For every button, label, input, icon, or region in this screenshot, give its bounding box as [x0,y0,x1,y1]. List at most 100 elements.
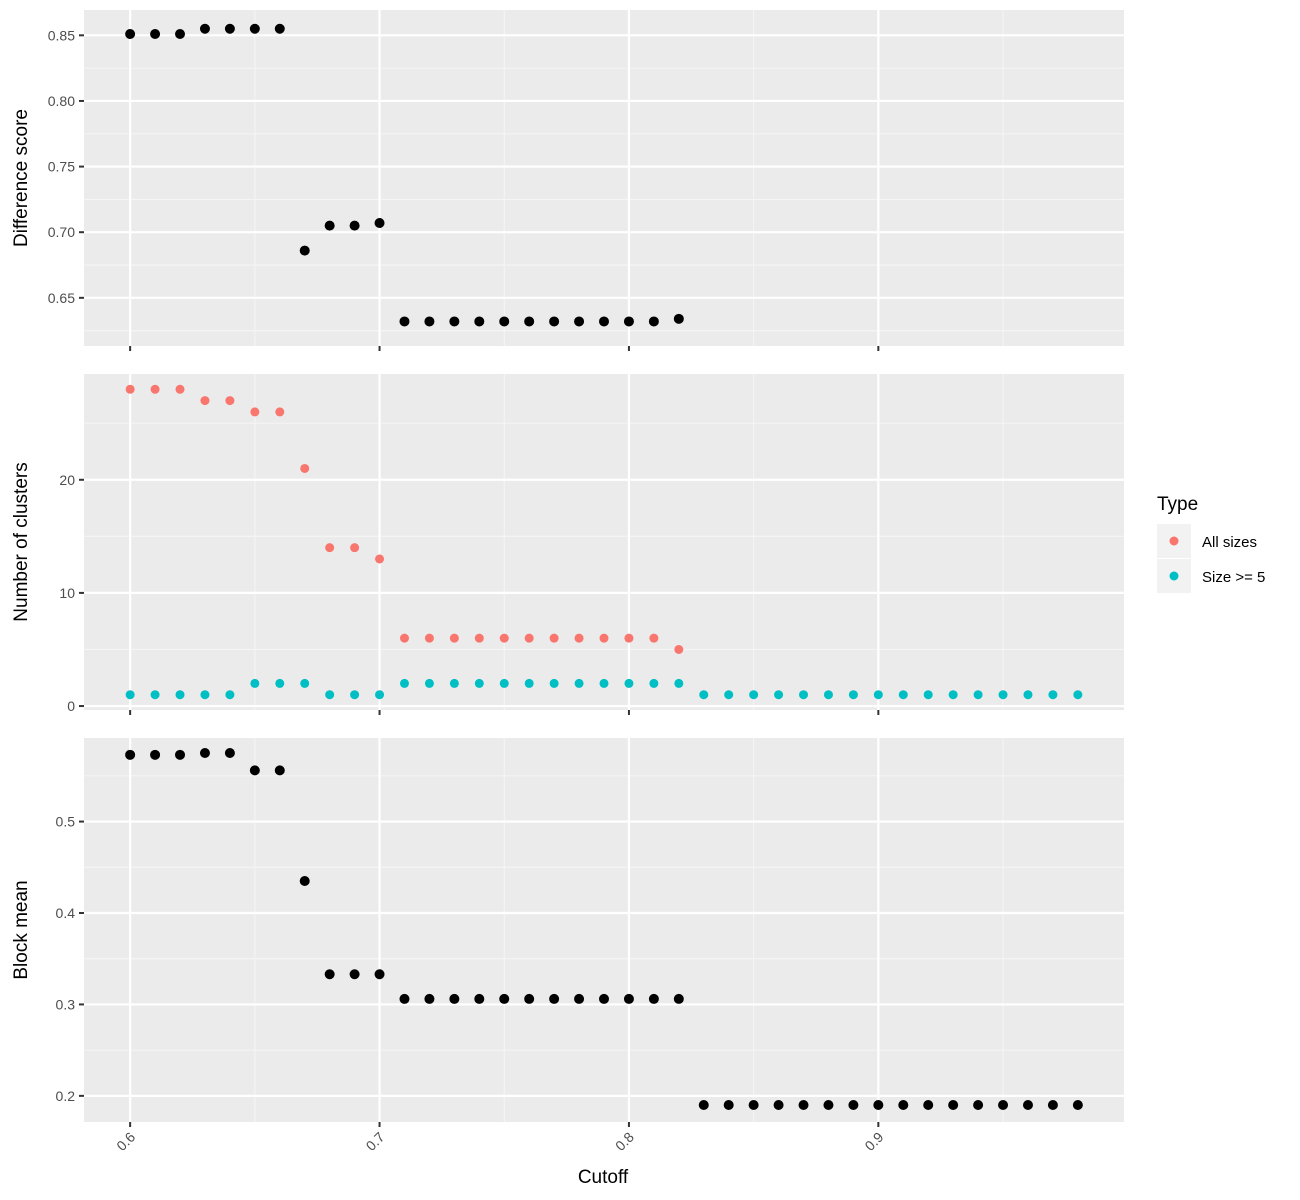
data-point-size-5 [799,690,809,700]
data-point-difference-score [374,218,385,229]
data-point-block-mean [549,993,560,1004]
data-point-all-sizes [399,633,409,643]
data-point-block-mean [623,993,634,1004]
x-tick-label: 0.7 [363,1129,388,1154]
data-point-block-mean [524,993,535,1004]
y-tick-label: 10 [59,585,75,601]
data-point-block-mean [349,969,360,980]
y-axis-title-number-of-clusters: Number of clusters [11,462,32,621]
data-point-difference-score [224,23,235,34]
x-tick-label: 0.6 [113,1129,138,1154]
data-point-size-5 [499,678,509,688]
data-point-all-sizes [350,543,360,553]
data-point-size-5 [175,690,185,700]
data-point-size-5 [200,690,210,700]
data-point-difference-score [399,316,410,327]
data-point-all-sizes [150,384,160,394]
data-point-block-mean [848,1099,859,1110]
x-tick-label: 0.8 [612,1129,637,1154]
data-point-size-5 [474,678,484,688]
legend-title: Type [1157,494,1198,515]
data-point-size-5 [749,690,759,700]
panel-background [84,738,1124,1122]
data-point-size-5 [973,690,983,700]
data-point-all-sizes [250,407,260,417]
panel-difference-score: 0.65 0.70 0.75 0.80 0.85 Difference score [11,10,1124,351]
data-point-all-sizes [275,407,285,417]
data-point-block-mean [973,1099,984,1110]
data-point-all-sizes [225,396,235,406]
data-point-block-mean [449,993,460,1004]
data-point-all-sizes [649,633,659,643]
data-point-all-sizes [375,554,385,564]
data-point-block-mean [698,1099,709,1110]
y-tick-label: 0.2 [56,1088,76,1104]
y-tick-label: 0.5 [56,814,76,830]
data-point-size-5 [449,678,459,688]
data-point-difference-score [274,23,285,34]
data-point-difference-score [424,316,435,327]
data-point-block-mean [898,1099,909,1110]
legend-label-size-ge-5: Size >= 5 [1202,569,1265,586]
data-point-difference-score [599,316,609,327]
data-point-block-mean [150,749,161,760]
panel-number-of-clusters: 0 10 20 Number of clusters [11,374,1124,715]
data-point-size-5 [1048,690,1058,700]
data-point-block-mean [648,993,659,1004]
data-point-block-mean [723,1099,734,1110]
data-point-all-sizes [574,633,584,643]
data-point-block-mean [1022,1099,1033,1110]
data-point-difference-score [349,220,360,231]
data-point-difference-score [299,245,310,256]
legend: Type All sizes Size >= 5 [1157,494,1265,593]
data-point-all-sizes [624,633,634,643]
data-point-block-mean [923,1099,934,1110]
data-point-size-5 [1023,690,1033,700]
data-point-all-sizes [424,633,434,643]
data-point-size-5 [624,678,634,688]
data-point-block-mean [873,1099,884,1110]
data-point-size-5 [848,690,858,700]
y-tick-label: 20 [59,472,75,488]
data-point-size-5 [225,690,235,700]
y-axis-title-block-mean: Block mean [11,880,32,979]
data-point-all-sizes [325,543,335,553]
data-point-block-mean [199,747,210,758]
data-point-block-mean [673,993,684,1004]
data-point-size-5 [599,678,609,688]
data-point-all-sizes [175,384,185,394]
data-point-difference-score [623,316,634,327]
data-point-block-mean [823,1099,834,1110]
data-point-all-sizes [599,633,609,643]
data-point-all-sizes [674,644,684,654]
data-point-difference-score [175,29,186,40]
y-axis-title-difference-score: Difference score [11,109,32,247]
data-point-difference-score [125,29,136,40]
data-point-size-5 [898,690,908,700]
data-point-size-5 [275,678,285,688]
data-point-difference-score [673,313,684,324]
data-point-all-sizes [524,633,534,643]
data-point-difference-score [474,316,485,327]
data-point-all-sizes [474,633,484,643]
data-point-size-5 [524,678,534,688]
data-point-size-5 [724,690,734,700]
data-point-size-5 [399,678,409,688]
data-point-block-mean [474,993,485,1004]
y-tick-label: 0.65 [48,290,75,306]
data-point-block-mean [249,765,260,776]
data-point-block-mean [399,993,410,1004]
y-tick-label: 0.75 [48,159,75,175]
data-point-size-5 [300,678,310,688]
data-point-size-5 [125,690,135,700]
data-point-size-5 [674,678,684,688]
data-point-all-sizes [200,396,210,406]
data-point-size-5 [923,690,933,700]
data-point-block-mean [374,969,385,980]
legend-point-size-ge-5 [1169,571,1179,581]
data-point-block-mean [948,1099,959,1110]
data-point-block-mean [599,993,609,1004]
data-point-size-5 [823,690,833,700]
data-point-size-5 [699,690,709,700]
data-point-difference-score [549,316,560,327]
